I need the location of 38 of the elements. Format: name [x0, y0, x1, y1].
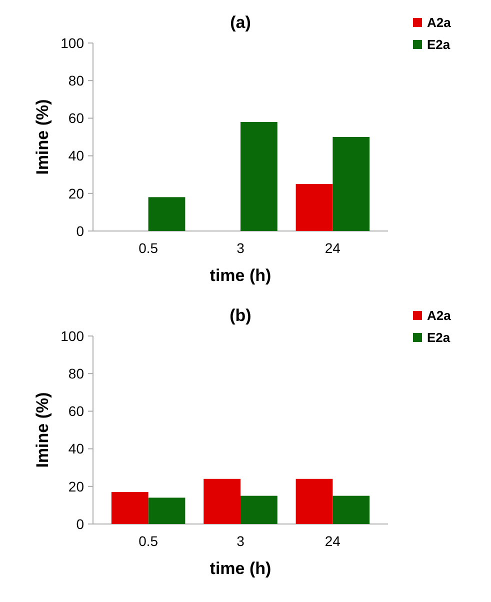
bar: [240, 122, 278, 231]
legend-label: E2a: [427, 330, 451, 345]
y-tick-label: 0: [76, 222, 84, 239]
y-tick-label: 20: [68, 478, 84, 494]
y-axis-title: Imine (%): [33, 392, 52, 468]
y-tick-label: 0: [76, 516, 84, 532]
bar: [332, 496, 370, 524]
bar: [204, 478, 240, 524]
y-tick-label: 60: [68, 403, 84, 420]
x-axis-title: time (h): [210, 266, 272, 285]
y-tick-label: 80: [68, 72, 84, 88]
y-tick-label: 80: [68, 366, 84, 382]
x-tick-label: 24: [324, 240, 341, 256]
y-tick-label: 100: [60, 34, 84, 51]
bar: [296, 478, 333, 524]
x-tick-label: 3: [236, 533, 245, 549]
y-tick-label: 40: [68, 440, 84, 457]
y-axis-title: Imine (%): [33, 99, 52, 175]
bar: [296, 184, 333, 231]
chart-title: (b): [230, 306, 252, 325]
legend-label: A2a: [427, 15, 452, 30]
bar: [111, 492, 148, 524]
x-axis-title: time (h): [210, 559, 272, 578]
x-tick-label: 0.5: [138, 533, 158, 549]
chart-title: (a): [230, 13, 251, 32]
bar: [148, 197, 186, 231]
y-tick-label: 100: [60, 328, 84, 344]
legend-label: A2a: [427, 308, 452, 323]
x-tick-label: 0.5: [138, 240, 158, 256]
bar: [240, 496, 278, 524]
x-tick-label: 3: [236, 240, 245, 256]
bar: [332, 137, 370, 231]
y-tick-label: 60: [68, 110, 84, 126]
bar: [148, 498, 186, 524]
legend-label: E2a: [427, 37, 451, 52]
y-tick-label: 20: [68, 185, 84, 202]
y-tick-label: 40: [68, 148, 84, 164]
x-tick-label: 24: [324, 533, 341, 549]
